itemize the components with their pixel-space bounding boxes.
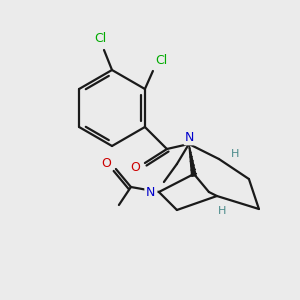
Text: O: O — [130, 160, 140, 173]
Text: N: N — [185, 130, 195, 143]
Text: N: N — [146, 185, 156, 199]
Text: H: H — [218, 206, 226, 216]
Text: Cl: Cl — [155, 55, 167, 68]
Text: Cl: Cl — [94, 32, 106, 44]
Text: O: O — [101, 157, 111, 169]
Polygon shape — [189, 144, 196, 176]
Text: H: H — [231, 149, 239, 159]
